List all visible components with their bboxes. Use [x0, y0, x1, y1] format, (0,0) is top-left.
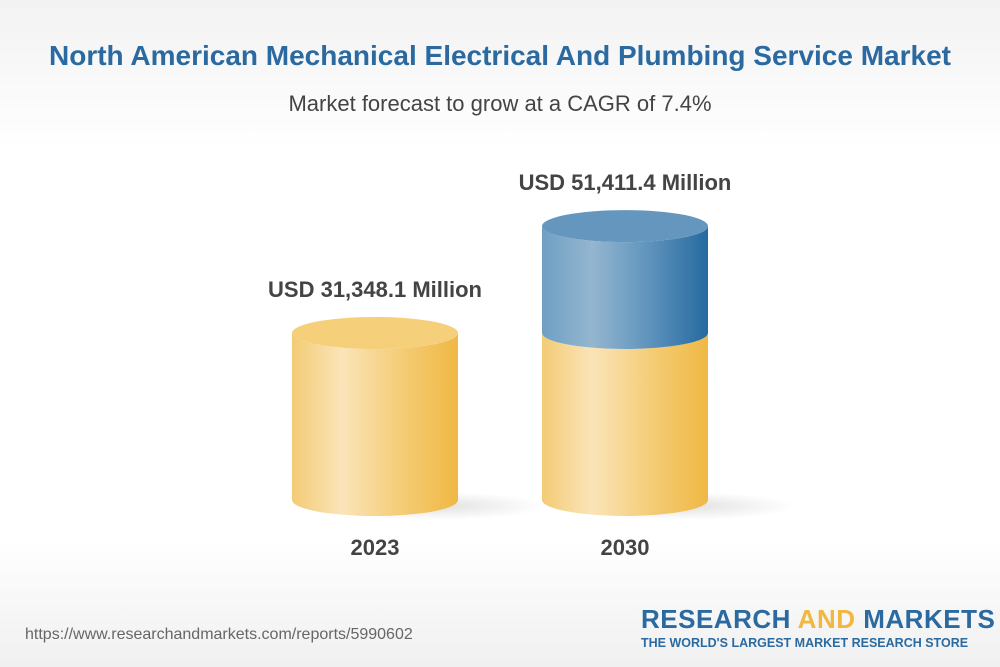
logo-text: AND [797, 604, 856, 634]
logo-text: RESEARCH [641, 604, 798, 634]
chart-subtitle: Market forecast to grow at a CAGR of 7.4… [288, 91, 712, 116]
logo-text: MARKETS [855, 604, 996, 634]
chart-title: North American Mechanical Electrical And… [49, 40, 951, 71]
cylinder-top [292, 317, 458, 349]
data-label: USD 51,411.4 Million [519, 170, 732, 195]
research-and-markets-logo: RESEARCH AND MARKETS THE WORLD'S LARGEST… [641, 604, 995, 650]
cylinder-growth-segment-2030 [542, 226, 708, 349]
data-label: USD 31,348.1 Million [268, 277, 482, 302]
cylinder-base-segment-2030 [542, 333, 708, 516]
cylinder-top [542, 210, 708, 243]
category-label: 2023 [351, 535, 400, 560]
cylinder-bar-2023 [292, 333, 458, 516]
category-label: 2030 [601, 535, 650, 560]
logo-tagline: THE WORLD'S LARGEST MARKET RESEARCH STOR… [641, 636, 969, 650]
source-url[interactable]: https://www.researchandmarkets.com/repor… [25, 626, 413, 643]
